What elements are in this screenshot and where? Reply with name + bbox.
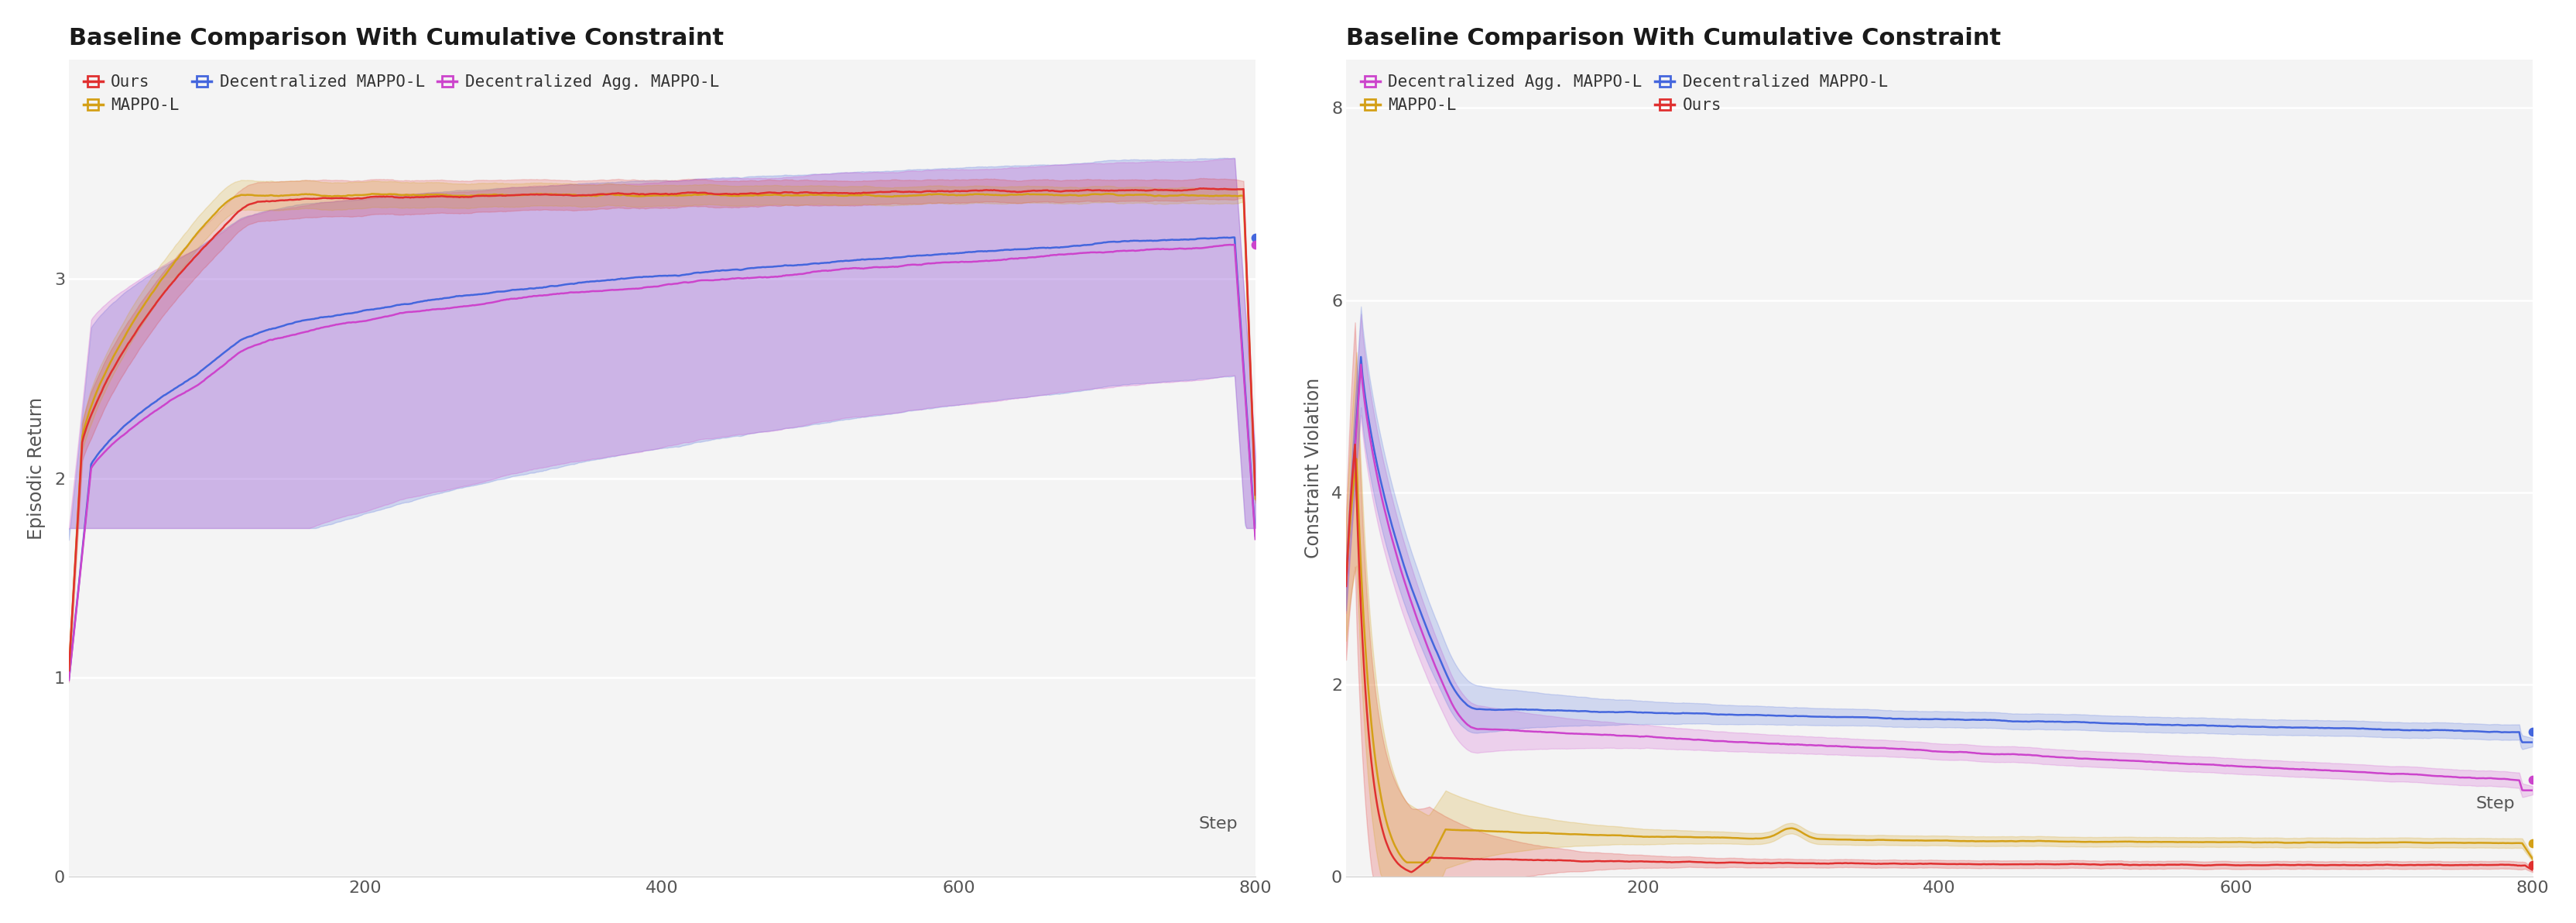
Point <box>2512 725 2553 739</box>
Legend: Decentralized Agg. MAPPO-L, MAPPO-L, Decentralized MAPPO-L, Ours: Decentralized Agg. MAPPO-L, MAPPO-L, Dec… <box>1355 67 1893 120</box>
Y-axis label: Episodic Return: Episodic Return <box>26 397 46 540</box>
Text: Baseline Comparison With Cumulative Constraint: Baseline Comparison With Cumulative Cons… <box>70 27 724 49</box>
Text: Step: Step <box>1198 817 1236 832</box>
Point <box>2512 773 2553 787</box>
Point <box>2512 836 2553 851</box>
Point <box>1234 230 1275 245</box>
Legend: Ours, MAPPO-L, Decentralized MAPPO-L, Decentralized Agg. MAPPO-L: Ours, MAPPO-L, Decentralized MAPPO-L, De… <box>77 67 726 120</box>
Point <box>1234 237 1275 252</box>
Text: Step: Step <box>2476 796 2514 811</box>
Text: Baseline Comparison With Cumulative Constraint: Baseline Comparison With Cumulative Cons… <box>1347 27 2002 49</box>
Point <box>2512 857 2553 872</box>
Y-axis label: Constraint Violation: Constraint Violation <box>1303 378 1321 558</box>
